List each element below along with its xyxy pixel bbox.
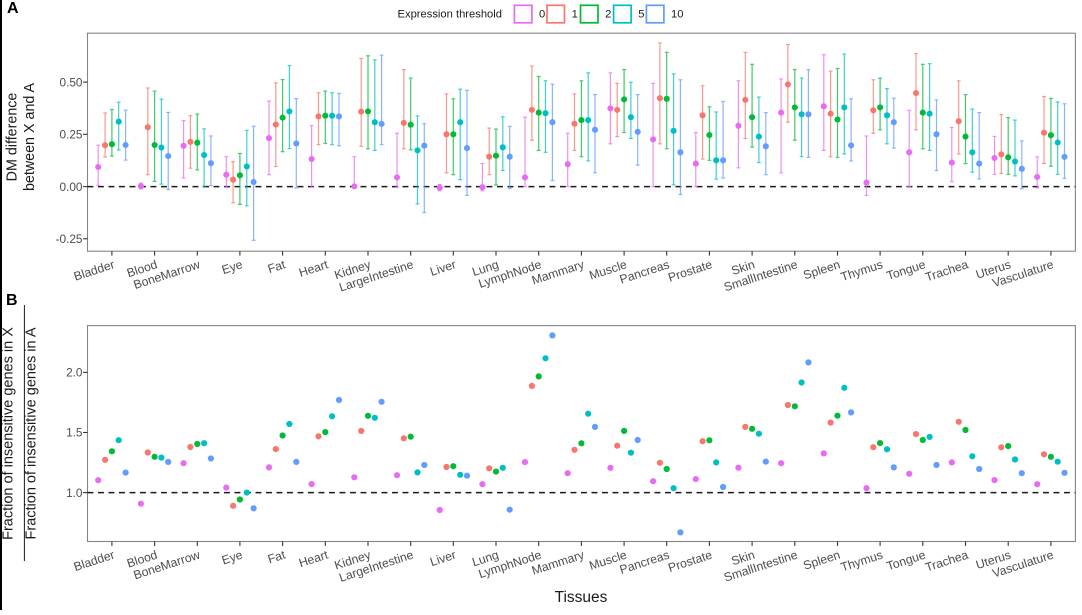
svg-text:Eye: Eye	[220, 257, 245, 277]
svg-text:Fraction of insensitive genes: Fraction of insensitive genes in A	[24, 327, 40, 539]
svg-text:1.5: 1.5	[66, 426, 83, 440]
svg-text:A: A	[7, 0, 19, 17]
svg-text:0.00: 0.00	[60, 180, 83, 194]
svg-text:Tissues: Tissues	[555, 589, 608, 606]
svg-text:10: 10	[671, 9, 683, 21]
svg-text:0: 0	[539, 9, 545, 21]
svg-text:0.50: 0.50	[60, 75, 83, 89]
svg-text:1.0: 1.0	[66, 486, 83, 500]
svg-text:Fat: Fat	[266, 257, 288, 276]
svg-text:-0.25: -0.25	[56, 232, 83, 246]
svg-text:Skin: Skin	[730, 548, 757, 569]
svg-text:Skin: Skin	[730, 257, 757, 278]
svg-text:5: 5	[638, 9, 644, 21]
svg-text:Eye: Eye	[220, 548, 245, 568]
svg-text:between X and A: between X and A	[22, 82, 38, 191]
svg-text:2.0: 2.0	[66, 366, 83, 380]
svg-text:Expression threshold: Expression threshold	[398, 9, 502, 21]
svg-text:0.25: 0.25	[60, 128, 83, 142]
svg-text:B: B	[6, 292, 18, 309]
svg-text:1: 1	[572, 9, 578, 21]
svg-text:Fraction of insensitive genes: Fraction of insensitive genes in X	[1, 327, 17, 540]
svg-text:Fat: Fat	[266, 547, 288, 566]
svg-text:2: 2	[605, 9, 611, 21]
svg-text:DM difference: DM difference	[5, 93, 21, 182]
